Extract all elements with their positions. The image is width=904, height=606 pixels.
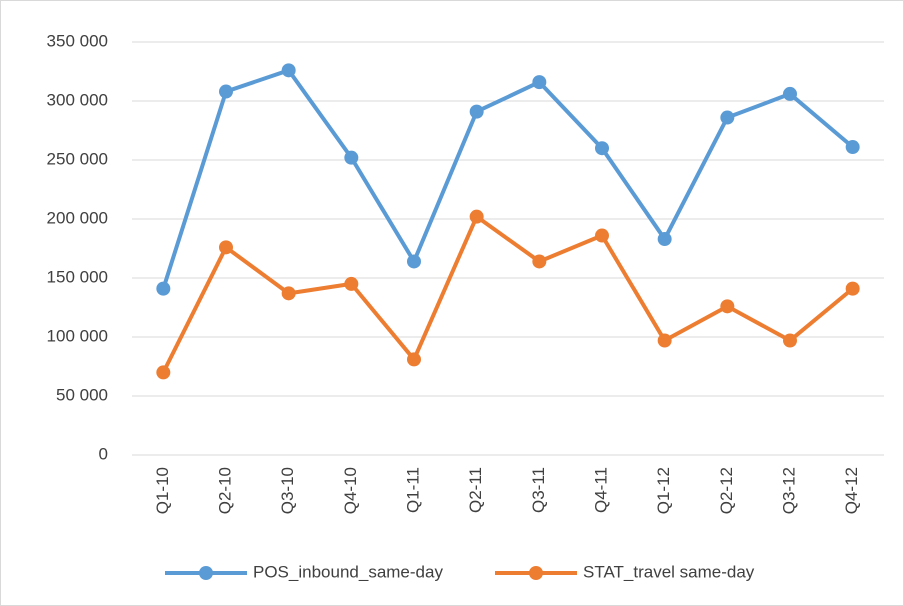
point: [845, 140, 860, 155]
point: [845, 281, 860, 296]
x-tick-label: Q3-11: [529, 467, 548, 513]
y-tick-label: 50 000: [56, 385, 108, 404]
point: [469, 209, 484, 224]
point: [532, 75, 547, 90]
x-tick-label: Q2-12: [717, 467, 736, 514]
legend-label: STAT_travel same-day: [583, 562, 755, 581]
point: [783, 333, 797, 348]
x-tick-label: Q4-12: [842, 467, 861, 514]
legend-label: POS_inbound_same-day: [253, 562, 443, 581]
legend-marker: [529, 566, 543, 580]
y-tick-label: 350 000: [47, 31, 108, 50]
point: [156, 281, 171, 296]
y-tick-label: 0: [99, 444, 108, 463]
x-tick-label: Q3-12: [779, 467, 798, 514]
point: [281, 63, 296, 78]
y-tick-label: 200 000: [47, 208, 108, 227]
point: [657, 232, 672, 247]
x-tick-label: Q3-10: [278, 467, 297, 514]
series-line: [161, 68, 854, 290]
point: [595, 141, 609, 156]
legend-marker: [199, 566, 213, 580]
point: [783, 86, 797, 101]
x-tick-label: Q1-10: [153, 467, 172, 514]
x-tick-label: Q4-11: [591, 467, 610, 513]
point: [595, 228, 609, 243]
point: [219, 84, 233, 99]
x-tick-label: Q1-11: [403, 467, 422, 513]
point: [219, 240, 233, 255]
y-tick-label: 150 000: [47, 267, 108, 286]
point: [657, 333, 672, 348]
point: [156, 365, 171, 380]
x-tick-label: Q2-10: [215, 467, 234, 514]
x-tick-label: Q4-10: [341, 467, 360, 514]
point: [469, 104, 484, 119]
point: [407, 352, 421, 367]
x-tick-label: Q1-12: [654, 467, 673, 514]
point: [720, 299, 735, 314]
point: [344, 276, 359, 291]
y-tick-label: 300 000: [47, 90, 108, 109]
point: [532, 254, 547, 269]
x-tick-label: Q2-11: [466, 467, 485, 513]
point: [720, 110, 735, 125]
series-line: [161, 214, 854, 374]
point: [281, 286, 296, 301]
y-tick-label: 250 000: [47, 149, 108, 168]
point: [407, 254, 421, 269]
y-tick-label: 100 000: [47, 326, 108, 345]
point: [344, 150, 359, 165]
